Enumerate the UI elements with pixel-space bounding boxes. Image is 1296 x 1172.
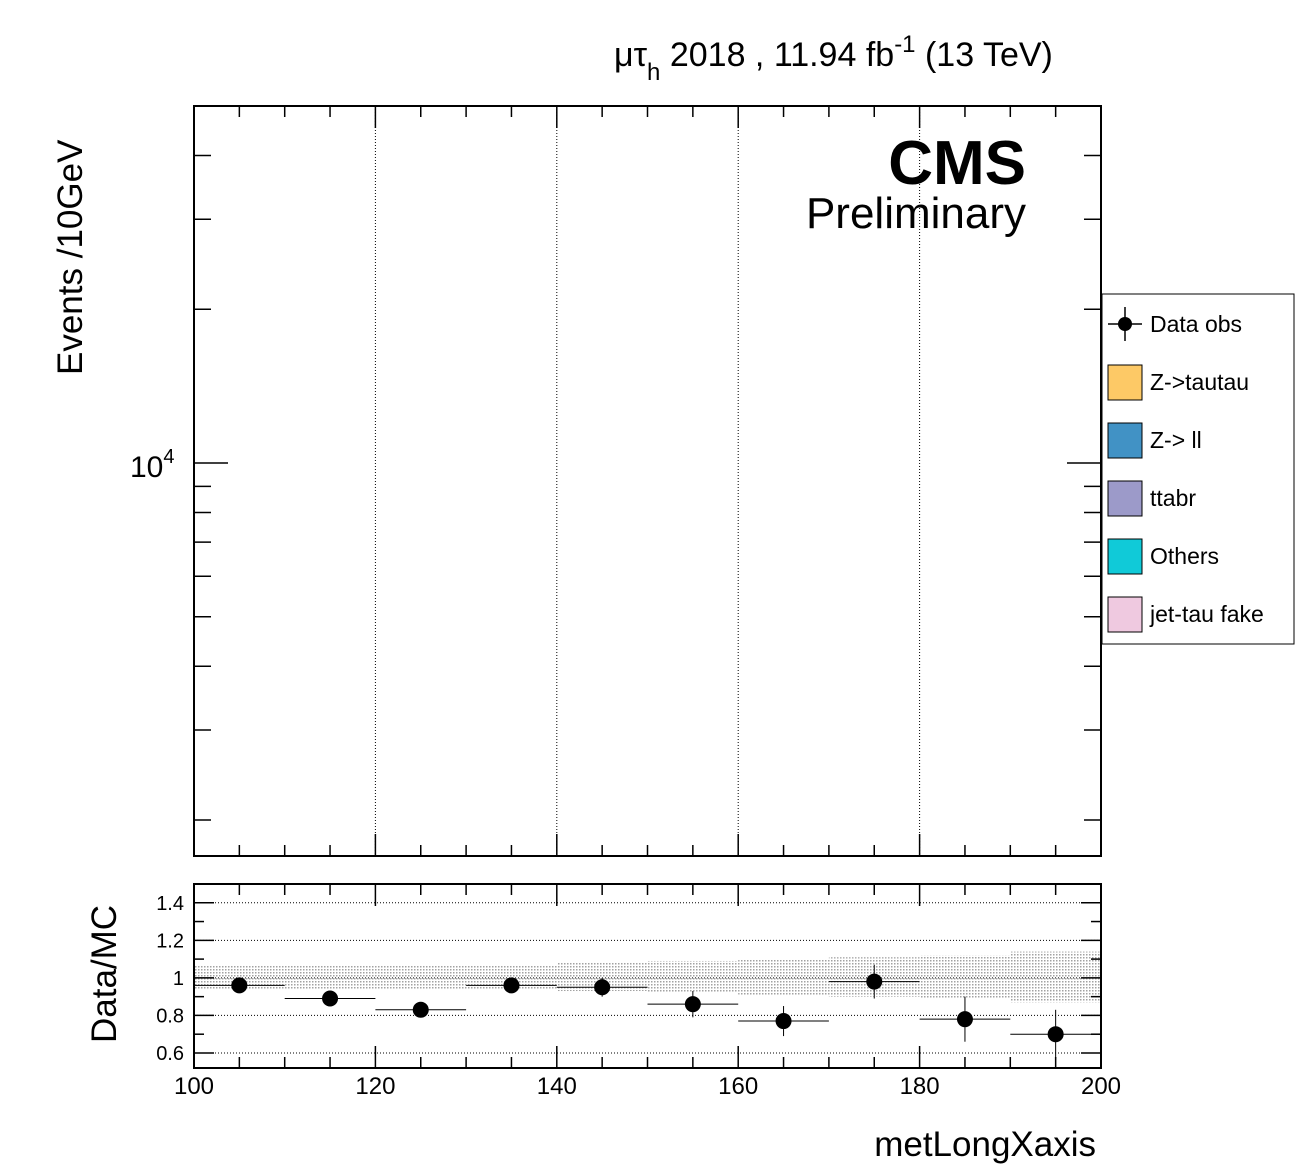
lumi-text: 2018 , 11.94 fb [660, 36, 894, 74]
uncertainty-band [194, 951, 1101, 1003]
ratio-point [684, 996, 701, 1013]
cms-label: CMS [888, 129, 1026, 198]
uncertainty-band-bin [1010, 951, 1101, 1003]
tick-exponent: 4 [163, 446, 174, 468]
legend-swatch-others [1107, 538, 1143, 575]
upper-ylabel: Events /10GeV [51, 139, 90, 375]
x-tick-label: 160 [718, 1073, 758, 1100]
uncertainty-band-bin [284, 964, 376, 990]
lower-y-tick-label: 0.6 [156, 1043, 184, 1065]
x-tick-label: 200 [1081, 1073, 1121, 1100]
uncertainty-band-bin [738, 959, 829, 995]
channel-label: μτh 2018 , 11.94 fb-1 (13 TeV) [614, 31, 1053, 86]
lower-pad: 0.6 0.8 1 1.2 1.4 100 120 140 160 180 200 Data/MC… [85, 883, 1121, 1164]
upper-y-tick-labels: 104 [130, 446, 175, 484]
ratio-point [231, 977, 248, 994]
lumi-sup: -1 [894, 31, 915, 58]
channel-mu: μτ [614, 36, 648, 74]
legend-label: ttabr [1150, 485, 1196, 511]
energy-text: (13 TeV) [916, 36, 1053, 74]
x-tick-labels: 100 120 140 160 180 200 [174, 1073, 1121, 1100]
cms-sublabel: Preliminary [806, 189, 1026, 238]
lower-grid [194, 902, 1101, 1054]
lower-y-tick-label: 1.4 [156, 893, 184, 915]
lower-ticks [193, 884, 1102, 1068]
upper-grid [374, 106, 921, 856]
legend: Data obs Z->tautau Z-> ll ttabr Others jet-ta… [1101, 293, 1295, 645]
uncertainty-band-bin [375, 964, 467, 990]
upper-pad: 104 CMS Preliminary Events /10GeV [51, 105, 1102, 857]
lower-ylabel: Data/MC [85, 905, 124, 1043]
lower-y-tick-label: 0.8 [156, 1005, 184, 1027]
legend-frame [1101, 293, 1295, 645]
lower-y-tick-label: 1.2 [156, 930, 184, 952]
legend-label: Others [1150, 543, 1219, 569]
ratio-point [594, 979, 611, 996]
channel-sub: h [647, 59, 660, 86]
legend-marker-dot [1118, 317, 1132, 331]
legend-swatch-ttbar [1107, 480, 1143, 517]
ratio-point [775, 1013, 792, 1030]
ratio-point [412, 1001, 429, 1018]
ratio-point [866, 973, 883, 990]
ratio-point [322, 990, 339, 1007]
x-tick-label: 180 [900, 1073, 940, 1100]
ratio-point [1047, 1026, 1064, 1043]
legend-swatch-zll [1107, 422, 1143, 459]
ratio-point [503, 977, 520, 994]
uncertainty-band-bin [919, 955, 1011, 999]
legend-label: Z-> ll [1150, 427, 1202, 453]
legend-label: jet-tau fake [1149, 601, 1264, 627]
upper-ticks [193, 105, 1102, 856]
x-axis-label: metLongXaxis [874, 1125, 1096, 1164]
ratio-point [956, 1011, 973, 1028]
legend-swatch-jetfake [1107, 596, 1143, 633]
lower-y-tick-label: 1 [173, 968, 184, 990]
lower-y-tick-labels: 0.6 0.8 1 1.2 1.4 [156, 893, 184, 1065]
legend-swatch-ztautau [1107, 364, 1143, 401]
upper-y-tick-label: 104 [130, 446, 175, 484]
tick-base: 10 [130, 451, 163, 484]
x-tick-label: 100 [174, 1073, 214, 1100]
ratio-points [194, 964, 1101, 1059]
uncertainty-band-bin [647, 960, 739, 993]
legend-label: Z->tautau [1150, 369, 1249, 395]
x-tick-label: 120 [355, 1073, 395, 1100]
legend-label: Data obs [1150, 311, 1242, 337]
x-tick-label: 140 [537, 1073, 577, 1100]
